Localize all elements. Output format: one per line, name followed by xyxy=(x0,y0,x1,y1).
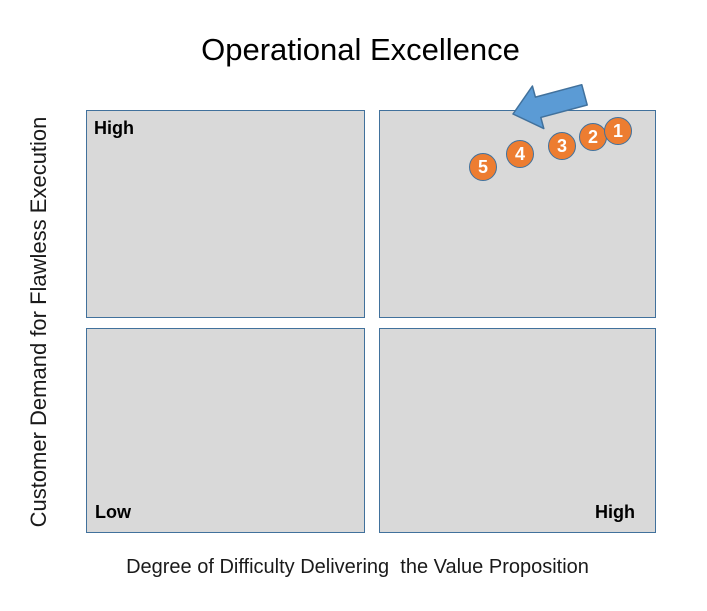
quadrant-top-right xyxy=(379,110,656,318)
quadrant-top-left: High xyxy=(86,110,365,318)
quadrant-label-high-top-left: High xyxy=(94,118,134,138)
x-axis-label: Degree of Difficulty Delivering the Valu… xyxy=(126,556,589,578)
y-axis-label: Customer Demand for Flawless Execution xyxy=(26,116,51,528)
quadrant-label-low-bottom-left: Low xyxy=(95,502,131,522)
chart-title: Operational Excellence xyxy=(201,32,520,67)
quadrant-bottom-right: High xyxy=(379,328,656,533)
quadrant-bottom-left: Low xyxy=(86,328,365,533)
quadrant-label-high-bottom-right: High xyxy=(595,502,635,522)
